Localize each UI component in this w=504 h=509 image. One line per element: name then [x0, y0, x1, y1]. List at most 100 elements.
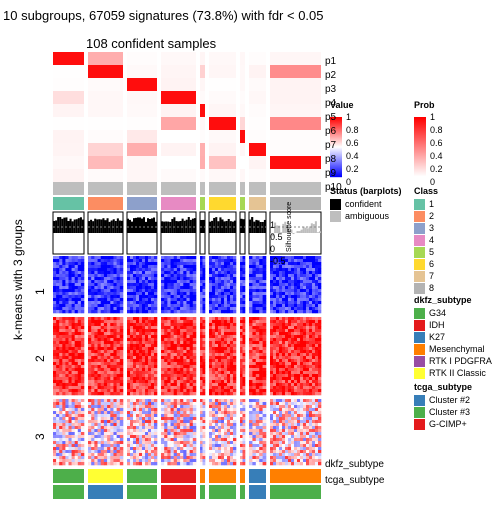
heat-cell	[104, 450, 107, 453]
heat-cell	[136, 298, 139, 301]
heat-cell	[136, 462, 139, 465]
heat-cell	[249, 380, 253, 383]
heat-cell	[107, 405, 110, 408]
heat-cell	[221, 389, 224, 392]
heat-cell	[101, 277, 104, 280]
heat-cell	[259, 295, 263, 298]
heat-cell	[53, 392, 56, 395]
heat-cell	[142, 289, 145, 292]
status-cell-2	[88, 182, 123, 195]
heat-cell	[145, 298, 148, 301]
heat-cell	[221, 371, 224, 374]
heat-cell	[230, 423, 233, 426]
heat-cell	[215, 323, 218, 326]
heat-cell	[221, 286, 224, 289]
heat-cell	[154, 262, 157, 265]
heat-cell	[285, 326, 288, 329]
prob-cell-9-6	[209, 156, 236, 169]
heat-cell	[113, 462, 116, 465]
heat-cell	[306, 386, 309, 389]
heat-cell	[190, 268, 193, 271]
heat-cell	[221, 335, 224, 338]
heat-cell	[256, 359, 260, 362]
heat-cell	[285, 320, 288, 323]
heat-cell	[249, 307, 253, 310]
heat-cell	[252, 344, 256, 347]
heat-cell	[154, 429, 157, 432]
heat-cell	[273, 383, 276, 386]
heat-cell	[53, 368, 56, 371]
heat-cell	[145, 292, 148, 295]
prob-cell-6-2	[88, 117, 123, 130]
heat-cell	[263, 432, 267, 435]
heat-cell	[148, 389, 151, 392]
heat-cell	[200, 399, 203, 402]
heat-cell	[65, 353, 68, 356]
heat-cell	[88, 262, 91, 265]
heat-cell	[294, 277, 297, 280]
prob-cell-5-7	[240, 104, 245, 117]
heat-cell	[252, 371, 256, 374]
heat-cell	[148, 456, 151, 459]
heat-cell	[212, 286, 215, 289]
heat-cell	[190, 256, 193, 259]
heat-cell	[183, 389, 186, 392]
heat-cell	[224, 347, 227, 350]
heat-cell	[190, 323, 193, 326]
heat-cell	[215, 444, 218, 447]
heat-cell	[230, 356, 233, 359]
heat-cell	[98, 353, 101, 356]
heat-cell	[110, 450, 113, 453]
heat-cell	[230, 429, 233, 432]
heat-cell	[120, 411, 123, 414]
heat-cell	[180, 380, 183, 383]
heat-cell	[276, 350, 279, 353]
prob-cell-7-4	[161, 130, 196, 143]
heat-cell	[233, 377, 236, 380]
heat-cell	[174, 295, 177, 298]
heat-cell	[62, 450, 65, 453]
heat-cell	[224, 283, 227, 286]
heat-cell	[233, 310, 236, 313]
heat-cell	[139, 392, 142, 395]
heat-cell	[154, 386, 157, 389]
heat-cell	[186, 353, 189, 356]
heat-cell	[263, 280, 267, 283]
heat-cell	[94, 317, 97, 320]
heat-cell	[276, 298, 279, 301]
heat-cell	[107, 377, 110, 380]
heat-cell	[81, 277, 84, 280]
heat-cell	[291, 307, 294, 310]
heat-cell	[56, 332, 59, 335]
heat-cell	[252, 338, 256, 341]
prob-cell-1-1	[53, 52, 84, 65]
heat-cell	[312, 380, 315, 383]
heat-cell	[91, 380, 94, 383]
heat-cell	[88, 444, 91, 447]
heat-cell	[215, 280, 218, 283]
heat-cell	[145, 453, 148, 456]
heat-cell	[203, 362, 206, 365]
heat-cell	[306, 274, 309, 277]
prob-cell-4-1	[53, 91, 84, 104]
heat-cell	[221, 353, 224, 356]
heat-cell	[62, 341, 65, 344]
heat-cell	[117, 332, 120, 335]
heat-cell	[151, 353, 154, 356]
heat-cell	[303, 356, 306, 359]
heat-cell	[154, 441, 157, 444]
heat-cell	[75, 262, 78, 265]
heat-cell	[259, 435, 263, 438]
heat-cell	[276, 359, 279, 362]
heat-cell	[218, 350, 221, 353]
heat-cell	[282, 389, 285, 392]
heat-cell	[139, 386, 142, 389]
heat-cell	[315, 350, 318, 353]
heat-cell	[117, 289, 120, 292]
heat-cell	[212, 341, 215, 344]
heat-cell	[256, 417, 260, 420]
heat-cell	[151, 450, 154, 453]
heat-cell	[186, 350, 189, 353]
heat-cell	[94, 332, 97, 335]
heat-cell	[110, 335, 113, 338]
